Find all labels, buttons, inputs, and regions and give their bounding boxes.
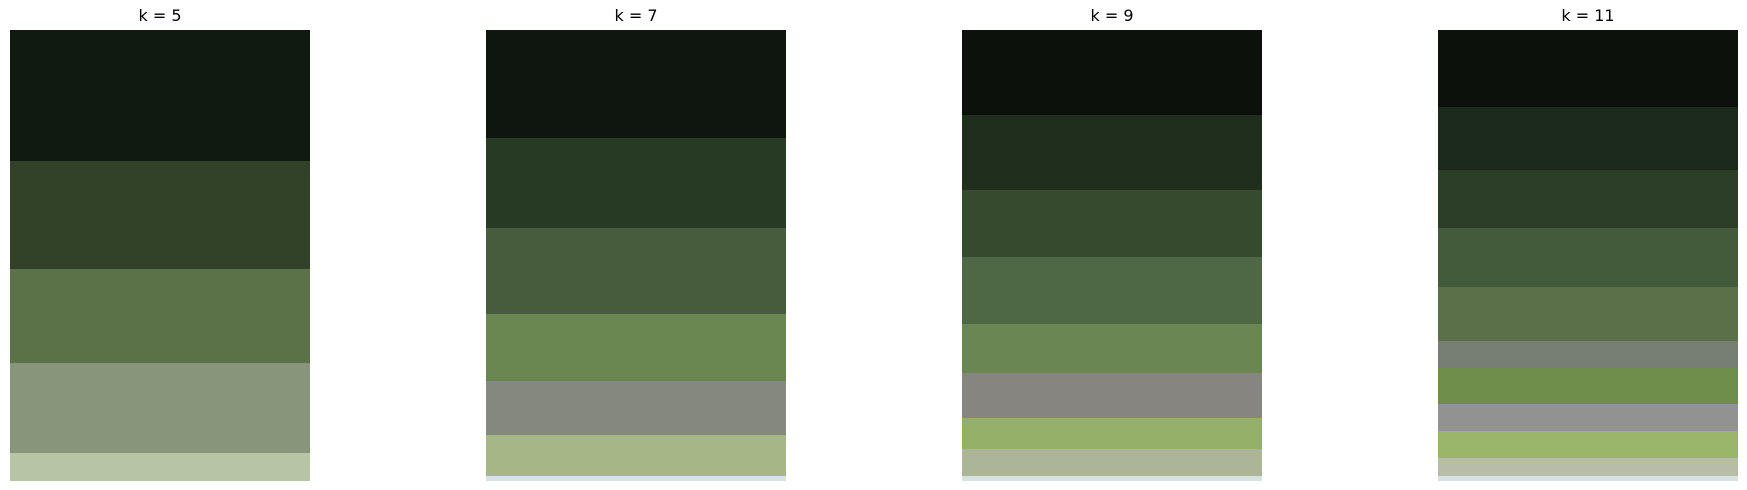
color-swatch	[962, 373, 1262, 419]
color-swatch	[486, 381, 786, 436]
color-swatch	[1438, 106, 1738, 171]
color-swatch	[1438, 30, 1738, 108]
color-swatch	[10, 453, 310, 481]
color-swatch	[1438, 367, 1738, 405]
panel-title: k = 5	[138, 6, 182, 25]
palette-panel-k9: k = 9	[962, 0, 1262, 490]
color-swatch	[486, 313, 786, 382]
color-swatch	[486, 30, 786, 139]
color-swatch	[1438, 169, 1738, 229]
palette-panel-k11: k = 11	[1438, 0, 1738, 490]
color-swatch	[962, 448, 1262, 477]
color-swatch	[486, 228, 786, 315]
color-swatch	[10, 160, 310, 270]
palette-panel-k7: k = 7	[486, 0, 786, 490]
color-swatch	[962, 324, 1262, 374]
color-palette	[10, 30, 310, 481]
color-swatch	[1438, 475, 1738, 481]
color-swatch	[962, 190, 1262, 258]
color-palette	[486, 30, 786, 481]
color-palette	[1438, 30, 1738, 481]
color-swatch	[1438, 228, 1738, 288]
panel-title: k = 11	[1561, 6, 1615, 25]
panel-title: k = 9	[1090, 6, 1134, 25]
color-swatch	[962, 257, 1262, 325]
color-swatch	[486, 435, 786, 477]
color-swatch	[486, 475, 786, 481]
color-palette	[962, 30, 1262, 481]
color-swatch	[10, 363, 310, 454]
color-swatch	[962, 30, 1262, 116]
panel-title: k = 7	[614, 6, 658, 25]
color-swatch	[1438, 457, 1738, 477]
color-swatch	[1438, 430, 1738, 459]
color-swatch	[1438, 403, 1738, 432]
palette-panel-k5: k = 5	[10, 0, 310, 490]
color-swatch	[962, 475, 1262, 481]
color-swatch	[10, 30, 310, 162]
color-swatch	[486, 138, 786, 229]
color-swatch	[962, 417, 1262, 450]
color-swatch	[10, 268, 310, 364]
color-swatch	[1438, 286, 1738, 342]
color-swatch	[1438, 340, 1738, 369]
color-swatch	[962, 114, 1262, 191]
